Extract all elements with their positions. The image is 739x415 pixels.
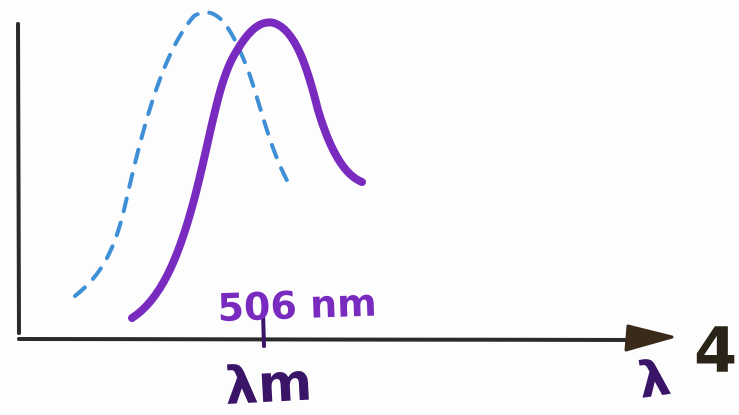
peak-symbol-label: λm: [224, 353, 314, 415]
x-axis-arrow-icon: [624, 324, 674, 352]
y-axis: [16, 22, 21, 335]
peak-tick: [261, 310, 266, 348]
x-axis-symbol-label: λ: [635, 348, 674, 410]
side-mark: 4: [694, 314, 737, 387]
solid-curve: [128, 18, 366, 322]
dashed-curve: [73, 10, 292, 298]
x-axis: [17, 337, 642, 342]
peak-wavelength-label: 506 nm: [217, 280, 378, 330]
